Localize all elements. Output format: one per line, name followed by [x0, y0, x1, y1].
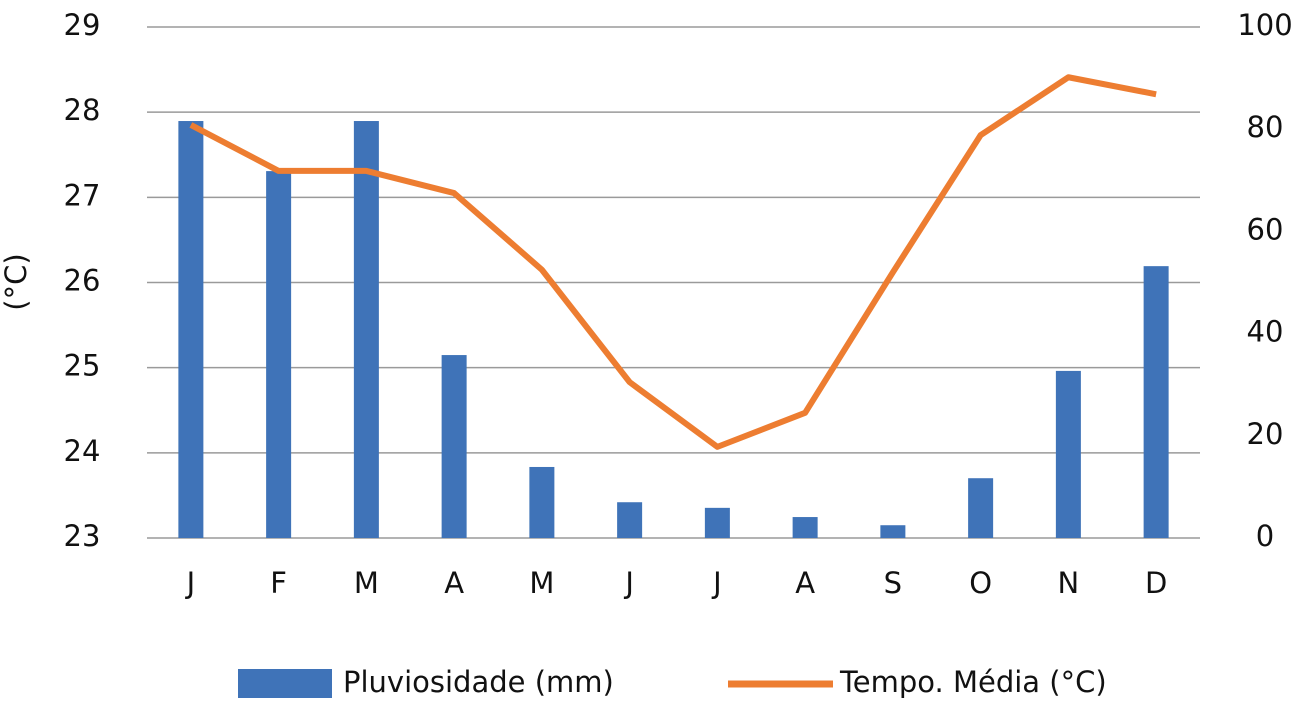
x-tick-label: A: [795, 566, 815, 600]
y-tick-label: 28: [64, 93, 101, 127]
y2-tick-label: 0: [1256, 519, 1274, 553]
y-tick-label: 26: [64, 264, 101, 298]
x-tick-label: J: [185, 566, 196, 600]
x-tick-label: N: [1058, 566, 1080, 600]
x-tick-label: O: [969, 566, 992, 600]
y-tick-label: 24: [64, 434, 101, 468]
x-tick-label: J: [711, 566, 722, 600]
bar: [968, 478, 994, 538]
legend-swatch: [238, 669, 332, 698]
x-tick-label: J: [623, 566, 634, 600]
x-tick-label: S: [884, 566, 902, 600]
x-tick-label: D: [1145, 566, 1167, 600]
bar: [880, 525, 906, 538]
x-tick-label: A: [444, 566, 464, 600]
y2-tick-label: 40: [1247, 315, 1284, 349]
y-tick-label: 29: [64, 8, 101, 42]
y2-tick-label: 80: [1247, 110, 1284, 144]
line: [189, 74, 1157, 450]
x-tick-label: M: [354, 566, 379, 600]
y-tick-label: 27: [64, 178, 101, 212]
legend-label: Pluviosidade (mm): [343, 665, 614, 699]
bar: [1055, 370, 1081, 538]
bar: [1143, 266, 1169, 538]
y2-tick-label: 20: [1247, 417, 1284, 451]
bar: [441, 355, 467, 538]
bar: [353, 121, 379, 539]
bar: [704, 507, 730, 538]
bar: [529, 466, 555, 538]
y-tick-label: 25: [64, 349, 101, 383]
x-tick-label: F: [270, 566, 287, 600]
x-tick-label: M: [529, 566, 554, 600]
y-axis-title: (°C): [0, 253, 33, 310]
bar: [792, 517, 818, 538]
bar: [178, 121, 204, 539]
bar: [266, 171, 292, 539]
y2-tick-label: 100: [1237, 8, 1292, 42]
legend-label: Tempo. Média (°C): [839, 665, 1107, 699]
bar: [617, 502, 643, 538]
y2-tick-label: 60: [1247, 212, 1284, 246]
y-tick-label: 23: [64, 519, 101, 553]
